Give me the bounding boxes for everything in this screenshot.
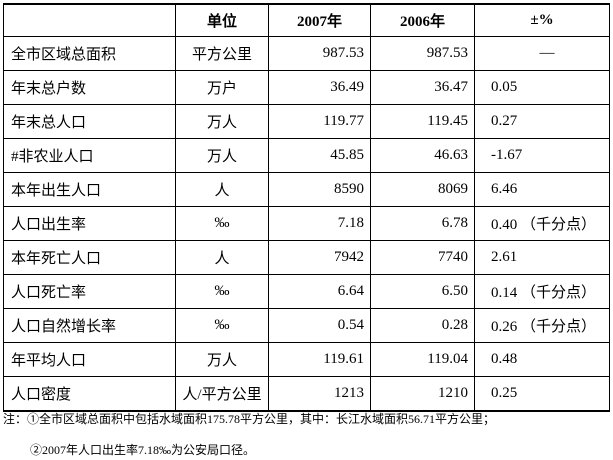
header-row: 单位 2007年 2006年 ±% (3, 3, 610, 37)
table-cell: 本年死亡人口 (3, 240, 176, 275)
table-cell: 1210 (370, 376, 475, 412)
note: ②2007年人口出生率7.18‰为公安局口径。 (30, 443, 256, 457)
table-row: 年末总人口 万人 119.77 119.45 0.27 (3, 104, 610, 139)
table-cell: #非农业人口 (3, 138, 176, 173)
table-cell: 0.26 （千分点） (474, 308, 610, 343)
header-cell: 2006年 (370, 3, 475, 37)
table-cell: 人 (175, 172, 269, 207)
table-cell: 0.28 (370, 308, 475, 343)
table-cell: — (474, 36, 610, 71)
table-cell: 人 (175, 240, 269, 275)
header-cell: 2007年 (268, 3, 371, 37)
header-cell: ±% (474, 3, 610, 37)
table-cell: 万户 (175, 70, 269, 105)
table-cell: 45.85 (268, 138, 371, 173)
table-cell: 全市区域总面积 (3, 36, 176, 71)
table-cell: 8590 (268, 172, 371, 207)
table-cell: 人口自然增长率 (3, 308, 176, 343)
table-cell: 987.53 (370, 36, 475, 71)
table-cell: 6.46 (474, 172, 610, 207)
table-cell: 6.64 (268, 274, 371, 309)
table-cell: 119.77 (268, 104, 371, 139)
table-cell: ‰ (175, 206, 269, 241)
table-cell: 7740 (370, 240, 475, 275)
table-cell: 人口死亡率 (3, 274, 176, 309)
table-cell: ‰ (175, 274, 269, 309)
header-cell (3, 3, 176, 37)
table-cell: 0.27 (474, 104, 610, 139)
table-cell: 987.53 (268, 36, 371, 71)
table-cell: 0.48 (474, 342, 610, 377)
table-cell: 8069 (370, 172, 475, 207)
table-cell: 人口出生率 (3, 206, 176, 241)
table-cell: 平方公里 (175, 36, 269, 71)
table-cell: ‰ (175, 308, 269, 343)
table-cell: 119.45 (370, 104, 475, 139)
table-cell: 0.05 (474, 70, 610, 105)
table-row: #非农业人口 万人 45.85 46.63 -1.67 (3, 138, 610, 173)
table-wrapper: 单位 2007年 2006年 ±% 全市区域总面积 平方公里 987.53 987.53— 年… (3, 3, 610, 412)
table-row: 人口死亡率 ‰ 6.64 6.50 0.14 （千分点） (3, 274, 610, 309)
note: 注：①全市区域总面积中包括水域面积175.78平方公里，其中：长江水域面积56.… (3, 412, 496, 426)
table-cell: 年平均人口 (3, 342, 176, 377)
table-cell: 万人 (175, 138, 269, 173)
table-cell: 36.47 (370, 70, 475, 105)
table-cell: 0.54 (268, 308, 371, 343)
table-cell: 2.61 (474, 240, 610, 275)
table-row: 年末总户数 万户 36.49 36.47 0.05 (3, 70, 610, 105)
table-cell: 46.63 (370, 138, 475, 173)
table-cell: 0.25 (474, 376, 610, 412)
table-row: 人口密度 人/平方公里 1213 1210 0.25 (3, 376, 610, 412)
table-row: 人口自然增长率 ‰ 0.54 0.28 0.26 （千分点） (3, 308, 610, 343)
table-row: 人口出生率 ‰ 7.18 6.78 0.40 （千分点） (3, 206, 610, 241)
table-cell: 6.78 (370, 206, 475, 241)
table-cell: -1.67 (474, 138, 610, 173)
table-cell: 0.40 （千分点） (474, 206, 610, 241)
statistics-table: 单位 2007年 2006年 ±% 全市区域总面积 平方公里 987.53 987.53— 年… (3, 3, 610, 412)
table-cell: 年末总户数 (3, 70, 176, 105)
table-row: 全市区域总面积 平方公里 987.53 987.53— (3, 36, 610, 71)
table-cell: 万人 (175, 342, 269, 377)
table-cell: 7.18 (268, 206, 371, 241)
table-cell: 1213 (268, 376, 371, 412)
table-cell: 万人 (175, 104, 269, 139)
table-cell: 119.61 (268, 342, 371, 377)
table-row: 本年出生人口人 8590 8069 6.46 (3, 172, 610, 207)
table-row: 本年死亡人口人 7942 7740 2.61 (3, 240, 610, 275)
table-cell: 0.14 （千分点） (474, 274, 610, 309)
table-row: 年平均人口 万人 119.61 119.04 0.48 (3, 342, 610, 377)
table-cell: 36.49 (268, 70, 371, 105)
header-cell: 单位 (175, 3, 269, 37)
table-cell: 6.50 (370, 274, 475, 309)
table-cell: 人/平方公里 (175, 376, 269, 412)
table-cell: 本年出生人口 (3, 172, 176, 207)
table-body: 全市区域总面积 平方公里 987.53 987.53— 年末总户数 万户 36.49 36.4… (3, 36, 610, 412)
table-cell: 年末总人口 (3, 104, 176, 139)
table-cell: 7942 (268, 240, 371, 275)
table-cell: 人口密度 (3, 376, 176, 412)
table-cell: 119.04 (370, 342, 475, 377)
